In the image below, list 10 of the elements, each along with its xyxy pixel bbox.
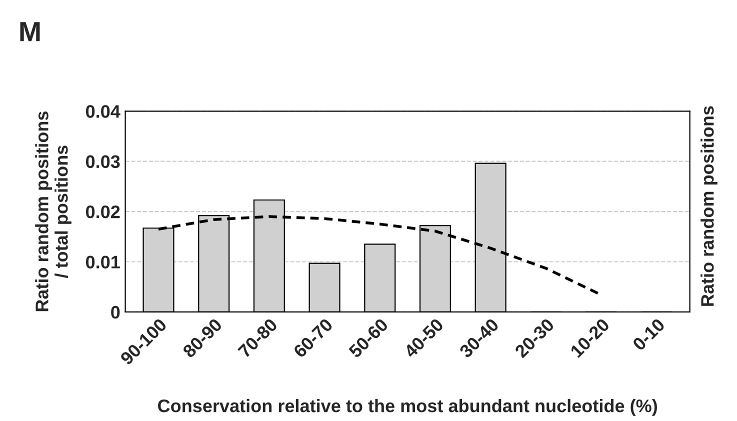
text: Ratio random positions [700, 106, 718, 306]
y-tick-label: 0 [111, 306, 120, 319]
y-tick-label: 0.03 [86, 155, 120, 168]
x-tick-label: 0-10 [632, 318, 666, 352]
x-axis-title: Conservation relative to the most abundant nucleotide (%) [158, 399, 657, 416]
chart-title: M [20, 22, 40, 42]
y-axis-title: Ratio random positions / total positions [35, 111, 72, 312]
y-tick-label: 0.02 [86, 205, 120, 218]
y-tick-label: 0.04 [86, 105, 120, 118]
y-tick-label: 0.01 [86, 256, 120, 268]
